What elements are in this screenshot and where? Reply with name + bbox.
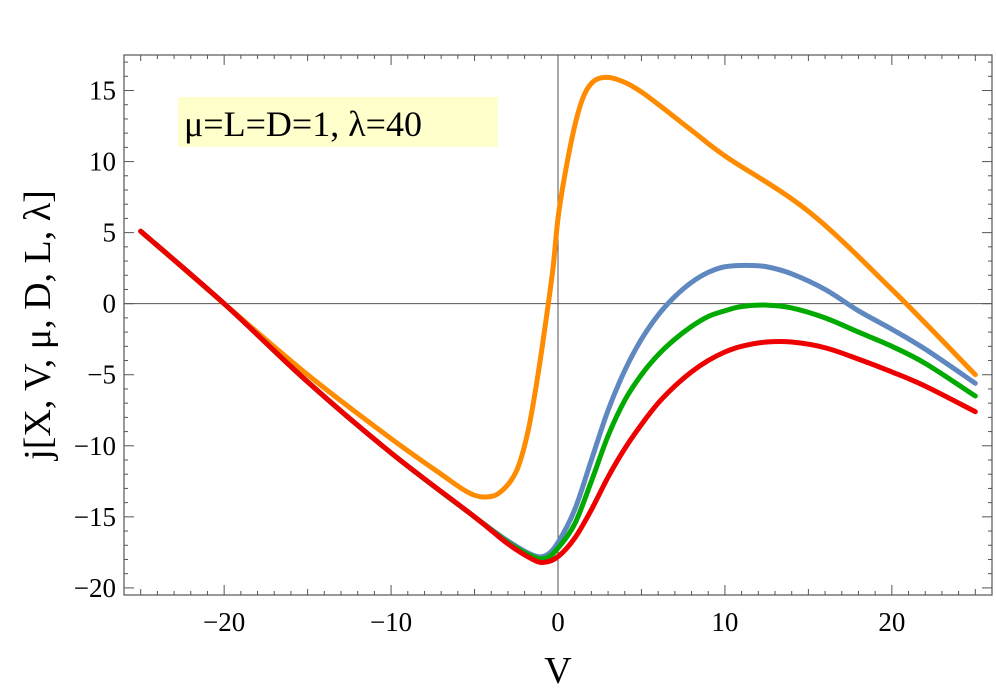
series-layer xyxy=(138,74,978,566)
x-tick-label: −10 xyxy=(370,607,412,637)
series-line-1 xyxy=(138,74,978,500)
y-tick-label: 15 xyxy=(89,76,116,106)
y-tick-label: −10 xyxy=(74,431,116,461)
y-tick-label: −5 xyxy=(87,360,116,390)
series-line-4 xyxy=(138,228,978,566)
x-tick-label: 0 xyxy=(551,607,565,637)
axis-ticks xyxy=(124,55,992,595)
y-tick-label: 0 xyxy=(103,289,117,319)
x-axis-label: V xyxy=(544,650,572,692)
y-tick-label: −20 xyxy=(74,573,116,603)
annotation: μ=L=D=1, λ=40 xyxy=(178,97,498,147)
tick-labels: −20 −10 0 10 20 −20 −15 −10 −5 0 5 10 15 xyxy=(74,76,906,637)
y-tick-label: 10 xyxy=(89,147,116,177)
annotation-background xyxy=(178,97,498,147)
x-tick-label: 20 xyxy=(878,607,905,637)
x-tick-label: 10 xyxy=(711,607,738,637)
y-tick-label: 5 xyxy=(103,218,117,248)
y-axis-label: j[X, V, μ, D, L, λ] xyxy=(17,190,59,462)
y-tick-label: −15 xyxy=(74,502,116,532)
annotation-text: μ=L=D=1, λ=40 xyxy=(184,104,422,144)
x-tick-label: −20 xyxy=(203,607,245,637)
